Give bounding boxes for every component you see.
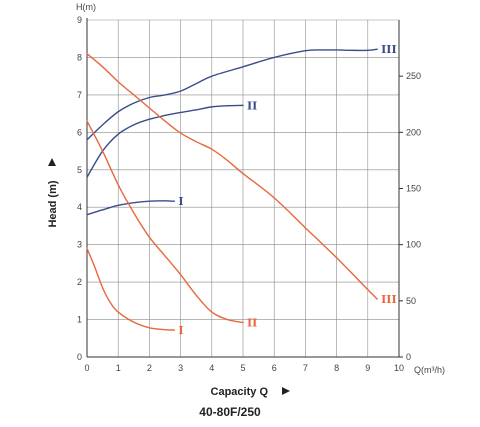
series-label-head-II: II [247, 99, 257, 112]
x-unit-label: Q(m³/h) [414, 365, 445, 375]
series-lines [86, 48, 378, 331]
y-tick-label: 4 [77, 202, 82, 212]
x-tick-label: 6 [272, 363, 277, 373]
y-unit-label: H(m) [76, 2, 96, 12]
x-tick-label: 2 [147, 363, 152, 373]
series-line-head-II [86, 104, 244, 178]
series-label-head-III: III [381, 43, 396, 56]
y-tick-label: 8 [77, 52, 82, 62]
series-label-power-I: I [178, 324, 183, 337]
x-tick-label: 9 [365, 363, 370, 373]
x-tick-label: 3 [178, 363, 183, 373]
y2-tick-label: 100 [406, 240, 421, 250]
y-tick-label: 0 [77, 352, 82, 362]
y-tick-label: 1 [77, 315, 82, 325]
series-label-head-I: I [178, 195, 183, 208]
x-tick-label: 1 [116, 363, 121, 373]
y-tick-label: 9 [77, 15, 82, 25]
y-axis-arrow [48, 158, 56, 166]
y-tick-label: 2 [77, 277, 82, 287]
y2-tick-label: 200 [406, 127, 421, 137]
y2-tick-label: 150 [406, 184, 421, 194]
x-axis-title: Capacity Q [211, 386, 269, 398]
y2-tick-label: 250 [406, 71, 421, 81]
series-line-power-III [86, 53, 378, 300]
x-tick-label: 10 [394, 363, 404, 373]
series-line-head-I [86, 200, 176, 216]
x-axis-arrow [282, 387, 290, 395]
y-tick-label: 6 [77, 127, 82, 137]
series-line-head-III [86, 48, 378, 141]
series-label-power-III: III [381, 293, 396, 306]
y2-tick-label: 0 [406, 352, 411, 362]
chart-title: 40-80F/250 [199, 405, 261, 419]
y-axis-title-group: Head (m) [47, 158, 59, 228]
y-tick-label: 7 [77, 90, 82, 100]
axes [86, 18, 403, 358]
x-tick-label: 0 [84, 363, 89, 373]
y-tick-label: 5 [77, 165, 82, 175]
x-tick-label: 7 [303, 363, 308, 373]
y2-tick-label: 50 [406, 296, 416, 306]
grid [86, 19, 400, 358]
x-tick-label: 5 [240, 363, 245, 373]
x-tick-label: 8 [334, 363, 339, 373]
series-label-power-II: II [247, 317, 257, 330]
axis-text: 0 1 2 3 4 5 6 7 8 9 100123456789050100150200250H(m… [47, 2, 445, 419]
series-line-power-II [86, 120, 244, 324]
series-line-power-I [86, 247, 176, 331]
x-tick-label: 4 [209, 363, 214, 373]
y-axis-title: Head (m) [47, 180, 59, 227]
y-tick-label: 3 [77, 240, 82, 250]
